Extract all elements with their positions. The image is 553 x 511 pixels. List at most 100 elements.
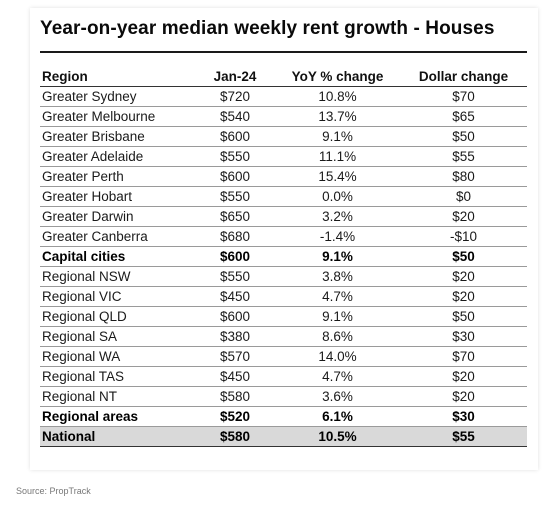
dollar-change-cell: $55 [400,146,527,167]
dollar-change-cell: $50 [400,306,527,327]
dollar-change-cell: $20 [400,366,527,387]
yoy-change-cell: 3.2% [275,206,400,227]
table-row: Regional QLD $600 9.1% $50 [40,306,527,327]
dollar-change-cell: $65 [400,106,527,127]
region-cell: Greater Hobart [40,186,195,207]
region-cell: Regional TAS [40,366,195,387]
table-row: Greater Perth $600 15.4% $80 [40,166,527,187]
jan-24-cell: $450 [195,366,275,387]
jan-24-cell: $550 [195,146,275,167]
dollar-change-cell: $0 [400,186,527,207]
table-row: Greater Melbourne $540 13.7% $65 [40,106,527,127]
jan-24-cell: $540 [195,106,275,127]
dollar-change-cell: $20 [400,266,527,287]
yoy-change-cell: 3.6% [275,386,400,407]
table-row: Greater Sydney $720 10.8% $70 [40,86,527,107]
table-body: Greater Sydney $720 10.8% $70 Greater Melbou… [40,86,527,447]
yoy-change-cell: 10.8% [275,86,400,107]
table-row: Greater Brisbane $600 9.1% $50 [40,126,527,147]
table-row: Greater Adelaide $550 11.1% $55 [40,146,527,167]
yoy-change-cell: 9.1% [275,126,400,147]
jan-24-cell: $650 [195,206,275,227]
region-cell: Greater Brisbane [40,126,195,147]
header-region: Region [40,66,195,87]
yoy-change-cell: 11.1% [275,146,400,167]
yoy-change-cell: 9.1% [275,246,400,267]
region-cell: Regional QLD [40,306,195,327]
region-cell: Greater Darwin [40,206,195,227]
yoy-change-cell: 6.1% [275,406,400,427]
table-row: Regional NSW $550 3.8% $20 [40,266,527,287]
region-cell: Capital cities [40,246,195,267]
jan-24-cell: $680 [195,226,275,247]
region-cell: Greater Canberra [40,226,195,247]
table-row: Greater Darwin $650 3.2% $20 [40,206,527,227]
title-divider [40,51,527,53]
dollar-change-cell: $70 [400,86,527,107]
region-cell: Regional NT [40,386,195,407]
region-cell: Greater Sydney [40,86,195,107]
table-row: Regional SA $380 8.6% $30 [40,326,527,347]
national-row: National $580 10.5% $55 [40,426,527,447]
jan-24-cell: $600 [195,306,275,327]
rent-table-card: Year-on-year median weekly rent growth -… [30,8,538,470]
dollar-change-cell: $20 [400,286,527,307]
region-cell: Regional areas [40,406,195,427]
source-note: Source: PropTrack [16,486,91,496]
dollar-change-cell: -$10 [400,226,527,247]
subtotal-row: Capital cities $600 9.1% $50 [40,246,527,267]
header-yoy-change: YoY % change [275,66,400,87]
dollar-change-cell: $80 [400,166,527,187]
table-row: Regional VIC $450 4.7% $20 [40,286,527,307]
table-row: Regional TAS $450 4.7% $20 [40,366,527,387]
dollar-change-cell: $30 [400,326,527,347]
dollar-change-cell: $70 [400,346,527,367]
subtotal-row: Regional areas $520 6.1% $30 [40,406,527,427]
table-row: Regional NT $580 3.6% $20 [40,386,527,407]
yoy-change-cell: 15.4% [275,166,400,187]
dollar-change-cell: $55 [400,426,527,447]
header-jan-24: Jan-24 [195,66,275,87]
dollar-change-cell: $30 [400,406,527,427]
region-cell: National [40,426,195,447]
jan-24-cell: $570 [195,346,275,367]
header-row: Region Jan-24 YoY % change Dollar change [40,66,527,87]
jan-24-cell: $600 [195,166,275,187]
jan-24-cell: $550 [195,266,275,287]
yoy-change-cell: 9.1% [275,306,400,327]
yoy-change-cell: -1.4% [275,226,400,247]
table-row: Greater Hobart $550 0.0% $0 [40,186,527,207]
dollar-change-cell: $50 [400,126,527,147]
yoy-change-cell: 0.0% [275,186,400,207]
region-cell: Regional NSW [40,266,195,287]
yoy-change-cell: 14.0% [275,346,400,367]
jan-24-cell: $550 [195,186,275,207]
dollar-change-cell: $50 [400,246,527,267]
region-cell: Regional SA [40,326,195,347]
region-cell: Regional WA [40,346,195,367]
region-cell: Greater Adelaide [40,146,195,167]
yoy-change-cell: 4.7% [275,366,400,387]
jan-24-cell: $600 [195,246,275,267]
region-cell: Regional VIC [40,286,195,307]
yoy-change-cell: 10.5% [275,426,400,447]
yoy-change-cell: 13.7% [275,106,400,127]
jan-24-cell: $380 [195,326,275,347]
table-title: Year-on-year median weekly rent growth -… [40,18,495,39]
jan-24-cell: $450 [195,286,275,307]
jan-24-cell: $600 [195,126,275,147]
dollar-change-cell: $20 [400,206,527,227]
table-row: Regional WA $570 14.0% $70 [40,346,527,367]
jan-24-cell: $580 [195,426,275,447]
yoy-change-cell: 4.7% [275,286,400,307]
region-cell: Greater Perth [40,166,195,187]
dollar-change-cell: $20 [400,386,527,407]
yoy-change-cell: 3.8% [275,266,400,287]
yoy-change-cell: 8.6% [275,326,400,347]
header-dollar-change: Dollar change [400,66,527,87]
region-cell: Greater Melbourne [40,106,195,127]
jan-24-cell: $720 [195,86,275,107]
jan-24-cell: $580 [195,386,275,407]
rent-growth-table: Region Jan-24 YoY % change Dollar change… [40,66,527,447]
jan-24-cell: $520 [195,406,275,427]
